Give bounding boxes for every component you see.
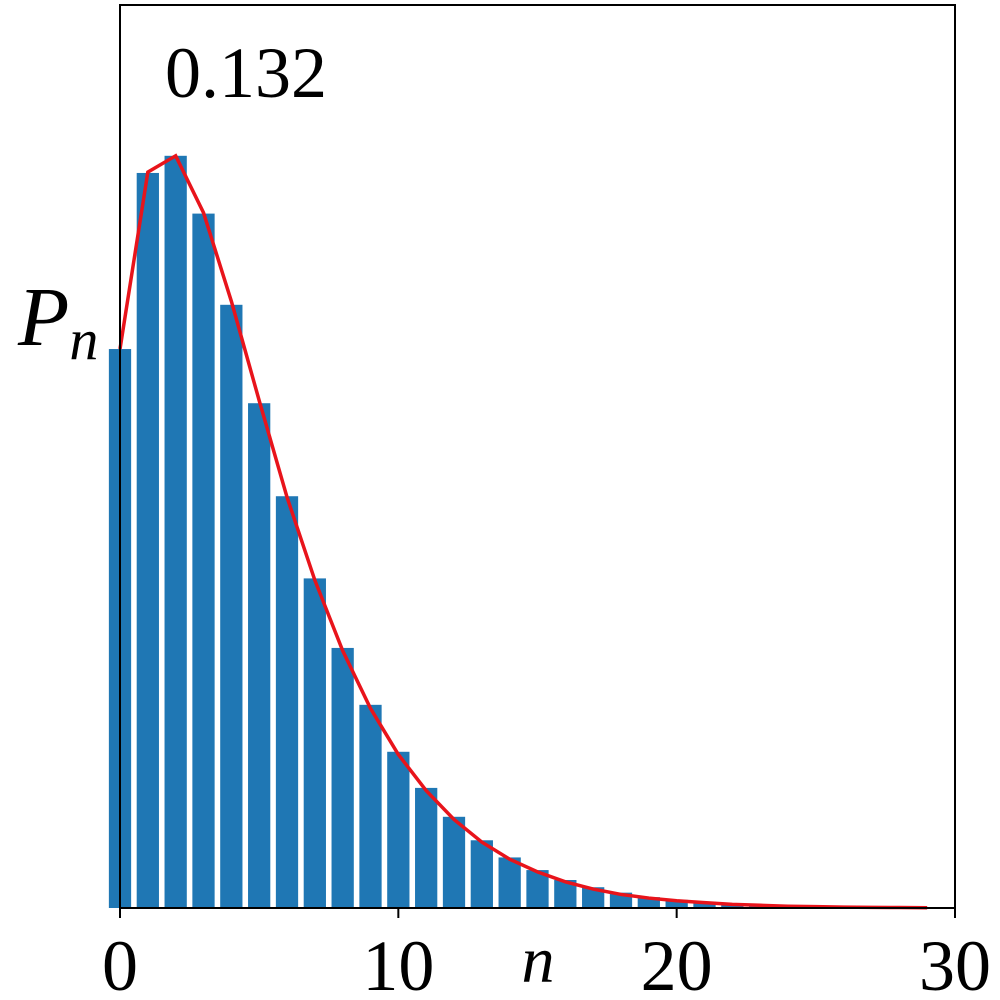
bar xyxy=(415,787,438,908)
bar xyxy=(220,304,243,908)
y-axis-label: Pn xyxy=(17,271,98,372)
bar xyxy=(248,403,271,908)
annotation: 0.132 xyxy=(165,33,327,113)
fit-line xyxy=(118,153,928,910)
plot-area xyxy=(108,153,939,910)
x-tick-label: 10 xyxy=(362,926,434,1000)
y-label-sub: n xyxy=(69,307,98,372)
x-tick-label: 30 xyxy=(919,926,991,1000)
bar xyxy=(164,155,187,908)
bar xyxy=(582,887,605,908)
bar xyxy=(665,899,688,908)
bar xyxy=(526,870,549,908)
x-tick-label: 20 xyxy=(641,926,713,1000)
bar xyxy=(192,213,215,908)
bar xyxy=(387,751,410,908)
y-label-base: P xyxy=(17,271,69,364)
bar xyxy=(303,578,326,908)
bar xyxy=(693,901,716,908)
bar xyxy=(442,816,466,908)
bar xyxy=(275,496,299,908)
bar xyxy=(136,172,159,908)
bar xyxy=(470,840,493,908)
bar xyxy=(359,704,382,908)
x-tick-label: 0 xyxy=(102,926,138,1000)
x-axis-label: n xyxy=(522,924,555,997)
bar xyxy=(554,880,577,908)
bar xyxy=(498,857,521,908)
bar xyxy=(331,647,354,908)
axes-frame xyxy=(119,4,956,909)
bar xyxy=(637,897,660,908)
